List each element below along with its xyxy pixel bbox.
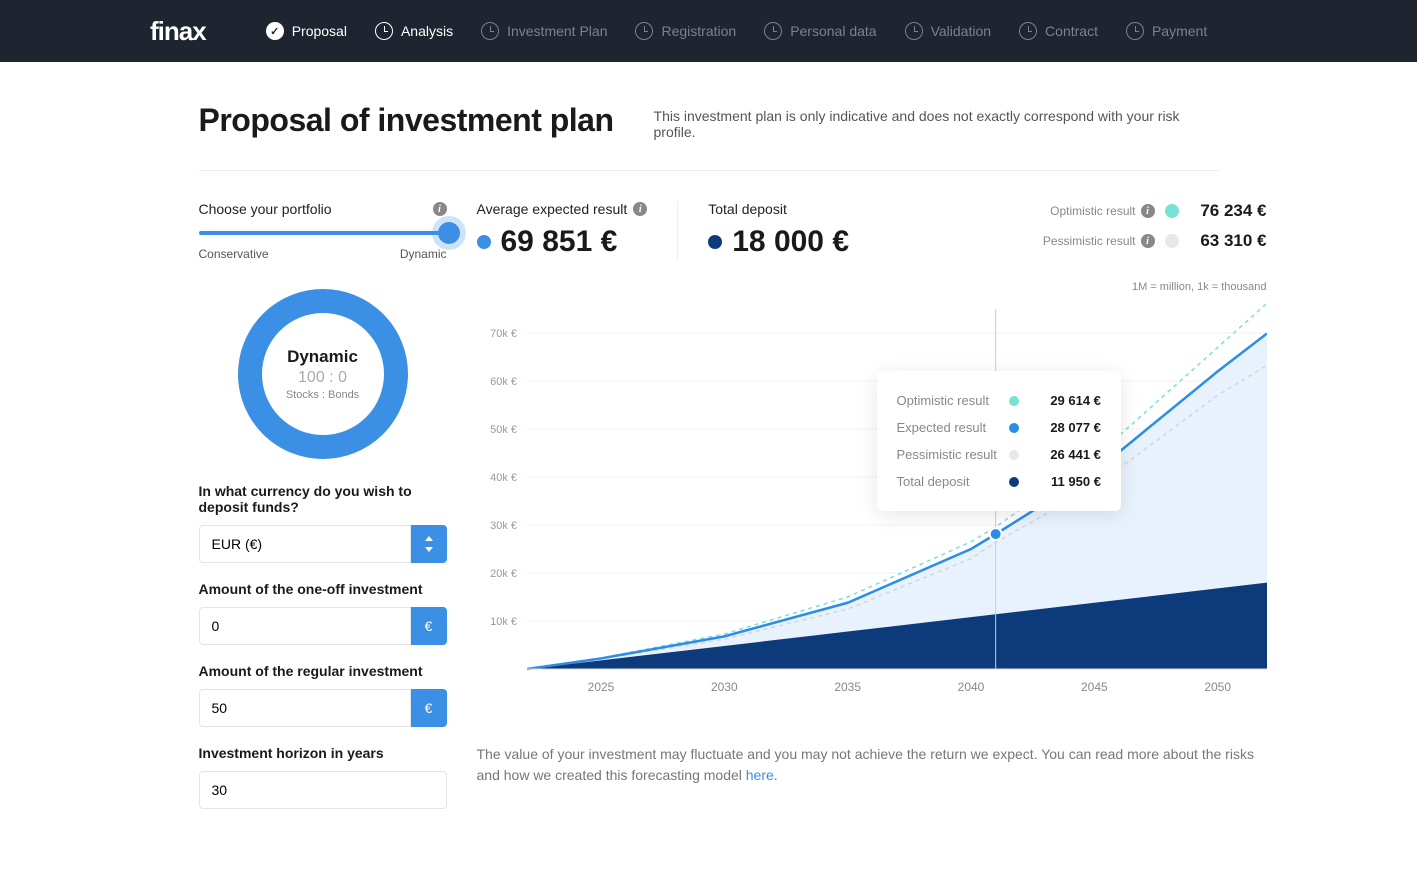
check-icon: ✓ <box>266 22 284 40</box>
regular-input[interactable] <box>199 689 411 727</box>
nav-step-label: Registration <box>661 23 736 39</box>
dot-avg <box>477 235 491 249</box>
svg-text:2025: 2025 <box>587 680 614 694</box>
nav-step-proposal[interactable]: ✓ Proposal <box>266 22 347 40</box>
dot-optimistic <box>1165 204 1179 218</box>
nav-step-label: Analysis <box>401 23 453 39</box>
nav-step-analysis[interactable]: Analysis <box>375 22 453 40</box>
nav-step-label: Personal data <box>790 23 876 39</box>
tooltip-row: Expected result28 077 € <box>897 414 1101 441</box>
page-title: Proposal of investment plan <box>199 102 614 139</box>
svg-text:20k €: 20k € <box>490 568 517 580</box>
portfolio-label: Choose your portfolio i <box>199 201 447 217</box>
oneoff-input[interactable] <box>199 607 411 645</box>
nav-step-contract[interactable]: Contract <box>1019 22 1098 40</box>
nav-steps: ✓ Proposal Analysis Investment Plan Registra… <box>266 22 1377 40</box>
chart-svg: 10k € 20k € 30k € 40k € 50k € 60k € 70k € 2025 2… <box>477 299 1267 724</box>
risks-link[interactable]: here <box>746 767 774 783</box>
clock-icon <box>635 22 653 40</box>
info-icon[interactable]: i <box>633 202 647 216</box>
regular-label: Amount of the regular investment <box>199 663 447 679</box>
dot-pessimistic <box>1165 234 1179 248</box>
nav-step-label: Proposal <box>292 23 347 39</box>
svg-text:2045: 2045 <box>1080 680 1107 694</box>
clock-icon <box>375 22 393 40</box>
svg-text:40k €: 40k € <box>490 472 517 484</box>
svg-text:30k €: 30k € <box>490 520 517 532</box>
metric-avg-value: 69 851 € <box>501 225 618 259</box>
currency-addon: € <box>411 607 447 645</box>
donut-title: Dynamic <box>287 347 358 367</box>
svg-text:2040: 2040 <box>957 680 984 694</box>
metric-deposit-value: 18 000 € <box>732 225 849 259</box>
clock-icon <box>1126 22 1144 40</box>
donut-ratio: 100 : 0 <box>298 369 347 387</box>
tooltip-row: Total deposit11 950 € <box>897 468 1101 495</box>
nav-step-registration[interactable]: Registration <box>635 22 736 40</box>
nav-step-validation[interactable]: Validation <box>905 22 991 40</box>
nav-step-investment-plan[interactable]: Investment Plan <box>481 22 607 40</box>
page-subtitle: This investment plan is only indicative … <box>654 102 1219 140</box>
oneoff-label: Amount of the one-off investment <box>199 581 447 597</box>
nav-step-label: Payment <box>1152 23 1207 39</box>
svg-text:50k €: 50k € <box>490 424 517 436</box>
metric-pessimistic: Pessimistic result i 63 310 € <box>1043 231 1267 251</box>
chart-tooltip: Optimistic result29 614 €Expected result… <box>877 371 1121 511</box>
nav-step-payment[interactable]: Payment <box>1126 22 1207 40</box>
currency-label: In what currency do you wish to deposit … <box>199 483 447 515</box>
metric-deposit: Total deposit 18 000 € <box>708 201 849 259</box>
svg-text:60k €: 60k € <box>490 376 517 388</box>
donut-sub: Stocks : Bonds <box>286 389 359 401</box>
navbar: finax ✓ Proposal Analysis Investment Plan Re… <box>0 0 1417 62</box>
slider-thumb[interactable] <box>438 222 460 244</box>
portfolio-slider[interactable]: Conservative Dynamic <box>199 231 447 261</box>
horizon-input[interactable] <box>199 771 447 809</box>
select-toggle-icon[interactable] <box>411 525 447 563</box>
nav-step-label: Investment Plan <box>507 23 607 39</box>
clock-icon <box>764 22 782 40</box>
chart-note: 1M = million, 1k = thousand <box>477 281 1267 293</box>
metric-avg: Average expected result i 69 851 € <box>477 201 648 259</box>
clock-icon <box>481 22 499 40</box>
forecast-chart: 1M = million, 1k = thousand 10k € 20k € 30… <box>477 281 1267 724</box>
currency-select[interactable] <box>199 525 411 563</box>
nav-step-label: Validation <box>931 23 991 39</box>
portfolio-donut: Dynamic 100 : 0 Stocks : Bonds <box>199 289 447 459</box>
clock-icon <box>1019 22 1037 40</box>
tooltip-row: Optimistic result29 614 € <box>897 387 1101 414</box>
dot-deposit <box>708 235 722 249</box>
svg-text:10k €: 10k € <box>490 616 517 628</box>
currency-addon: € <box>411 689 447 727</box>
logo[interactable]: finax <box>150 16 206 47</box>
info-icon[interactable]: i <box>433 202 447 216</box>
svg-text:2050: 2050 <box>1204 680 1231 694</box>
info-icon[interactable]: i <box>1141 234 1155 248</box>
tooltip-row: Pessimistic result26 441 € <box>897 441 1101 468</box>
chart-footer: The value of your investment may fluctua… <box>477 744 1267 786</box>
info-icon[interactable]: i <box>1141 204 1155 218</box>
clock-icon <box>905 22 923 40</box>
svg-text:2030: 2030 <box>710 680 737 694</box>
metric-optimistic: Optimistic result i 76 234 € <box>1043 201 1267 221</box>
slider-min-label: Conservative <box>199 247 269 261</box>
nav-step-label: Contract <box>1045 23 1098 39</box>
svg-text:70k €: 70k € <box>490 328 517 340</box>
svg-text:2035: 2035 <box>834 680 861 694</box>
nav-step-personal-data[interactable]: Personal data <box>764 22 876 40</box>
horizon-label: Investment horizon in years <box>199 745 447 761</box>
slider-max-label: Dynamic <box>400 247 447 261</box>
